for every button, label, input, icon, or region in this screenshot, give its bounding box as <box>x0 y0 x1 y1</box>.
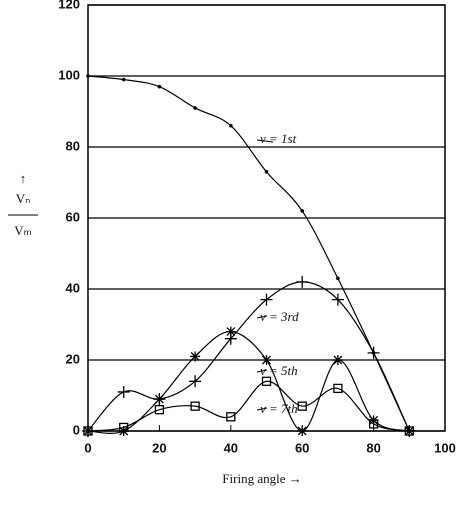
point <box>226 412 236 422</box>
x-tick-label: 80 <box>366 440 380 455</box>
point <box>225 326 236 337</box>
x-label: Firing angle → <box>222 471 301 486</box>
point <box>333 383 343 394</box>
annotation-leader <box>256 315 268 319</box>
point <box>297 426 308 436</box>
y-tick-label: 120 <box>58 0 80 11</box>
point <box>296 275 309 288</box>
point <box>154 394 165 405</box>
annotation-leader <box>256 407 268 411</box>
point <box>86 74 90 78</box>
point <box>331 293 344 306</box>
x-tick-label: 0 <box>84 440 91 455</box>
point <box>189 375 202 388</box>
series-annotation: ν = 7th <box>260 401 298 416</box>
point <box>121 77 126 82</box>
point <box>300 209 305 213</box>
point <box>261 355 272 365</box>
y-tick-label: 60 <box>66 209 80 224</box>
series-line <box>87 281 410 432</box>
x-tick-label: 40 <box>224 440 238 455</box>
point <box>190 351 201 362</box>
y-tick-label: 80 <box>66 138 80 153</box>
point <box>336 276 340 281</box>
point <box>367 346 380 359</box>
annotation-leader <box>256 369 268 373</box>
point <box>404 426 414 436</box>
point <box>119 422 129 433</box>
series-annotation: ν = 1st <box>260 131 297 146</box>
x-tick-label: 20 <box>152 440 166 455</box>
series-annotation: ν = 3rd <box>260 309 299 324</box>
annotation-leader <box>256 139 274 143</box>
point <box>154 405 165 415</box>
x-tick-label: 100 <box>434 440 456 455</box>
point <box>264 170 269 174</box>
point <box>332 355 343 365</box>
series-line <box>87 330 410 434</box>
y-label-arrow: ↑ <box>20 171 27 186</box>
series-annotation: ν = 5th <box>260 363 298 378</box>
series-line <box>87 75 410 432</box>
point <box>368 419 379 429</box>
point <box>83 426 93 436</box>
point <box>190 401 200 411</box>
y-tick-label: 100 <box>58 67 80 82</box>
point <box>117 385 130 398</box>
y-tick-label: 0 <box>73 422 80 437</box>
x-tick-label: 60 <box>295 440 309 455</box>
y-label-denominator: Vₘ <box>14 223 32 238</box>
point <box>229 123 233 128</box>
point <box>260 293 273 306</box>
y-label-numerator: Vₙ <box>16 191 31 206</box>
point <box>157 84 162 89</box>
y-tick-label: 20 <box>66 351 80 366</box>
point <box>297 401 307 411</box>
point <box>261 376 272 386</box>
point <box>193 106 197 110</box>
y-tick-label: 40 <box>66 280 80 295</box>
series-line <box>87 380 410 432</box>
